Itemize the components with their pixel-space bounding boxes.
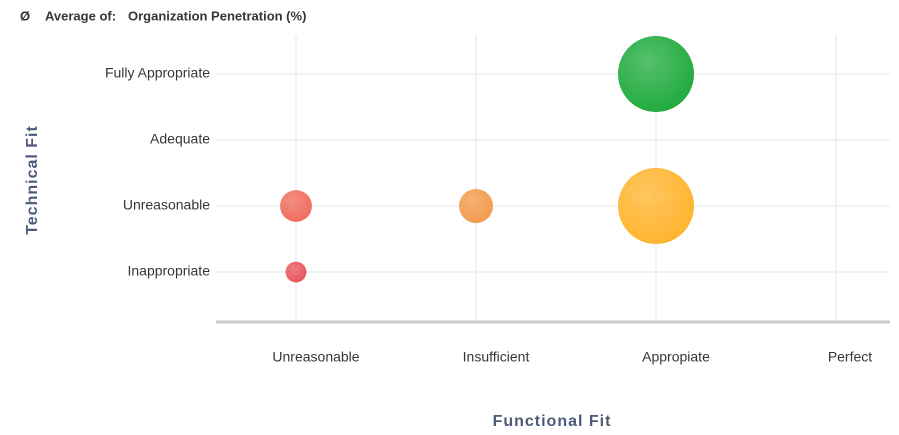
y-tick-label: Fully Appropriate	[105, 65, 210, 81]
x-tick-label: Perfect	[828, 349, 872, 365]
size-label: Organization Penetration (%)	[128, 8, 306, 23]
size-label-prefix: Average of:	[45, 8, 116, 23]
y-tick-label: Unreasonable	[123, 197, 210, 213]
x-tick-label: Appropiate	[642, 349, 710, 365]
x-tick-label: Insufficient	[463, 349, 530, 365]
x-tick-label: Unreasonable	[272, 349, 359, 365]
bubble	[459, 189, 493, 223]
bubble	[285, 261, 307, 283]
y-axis-title: Technical Fit	[24, 125, 41, 235]
x-axis-title: Functional Fit	[493, 413, 612, 430]
size-symbol: Ø	[20, 8, 30, 23]
y-tick-label: Inappropriate	[127, 263, 210, 279]
bubble	[618, 36, 694, 112]
bubble	[618, 168, 694, 244]
y-tick-label: Adequate	[150, 131, 210, 147]
bubble	[280, 190, 312, 222]
